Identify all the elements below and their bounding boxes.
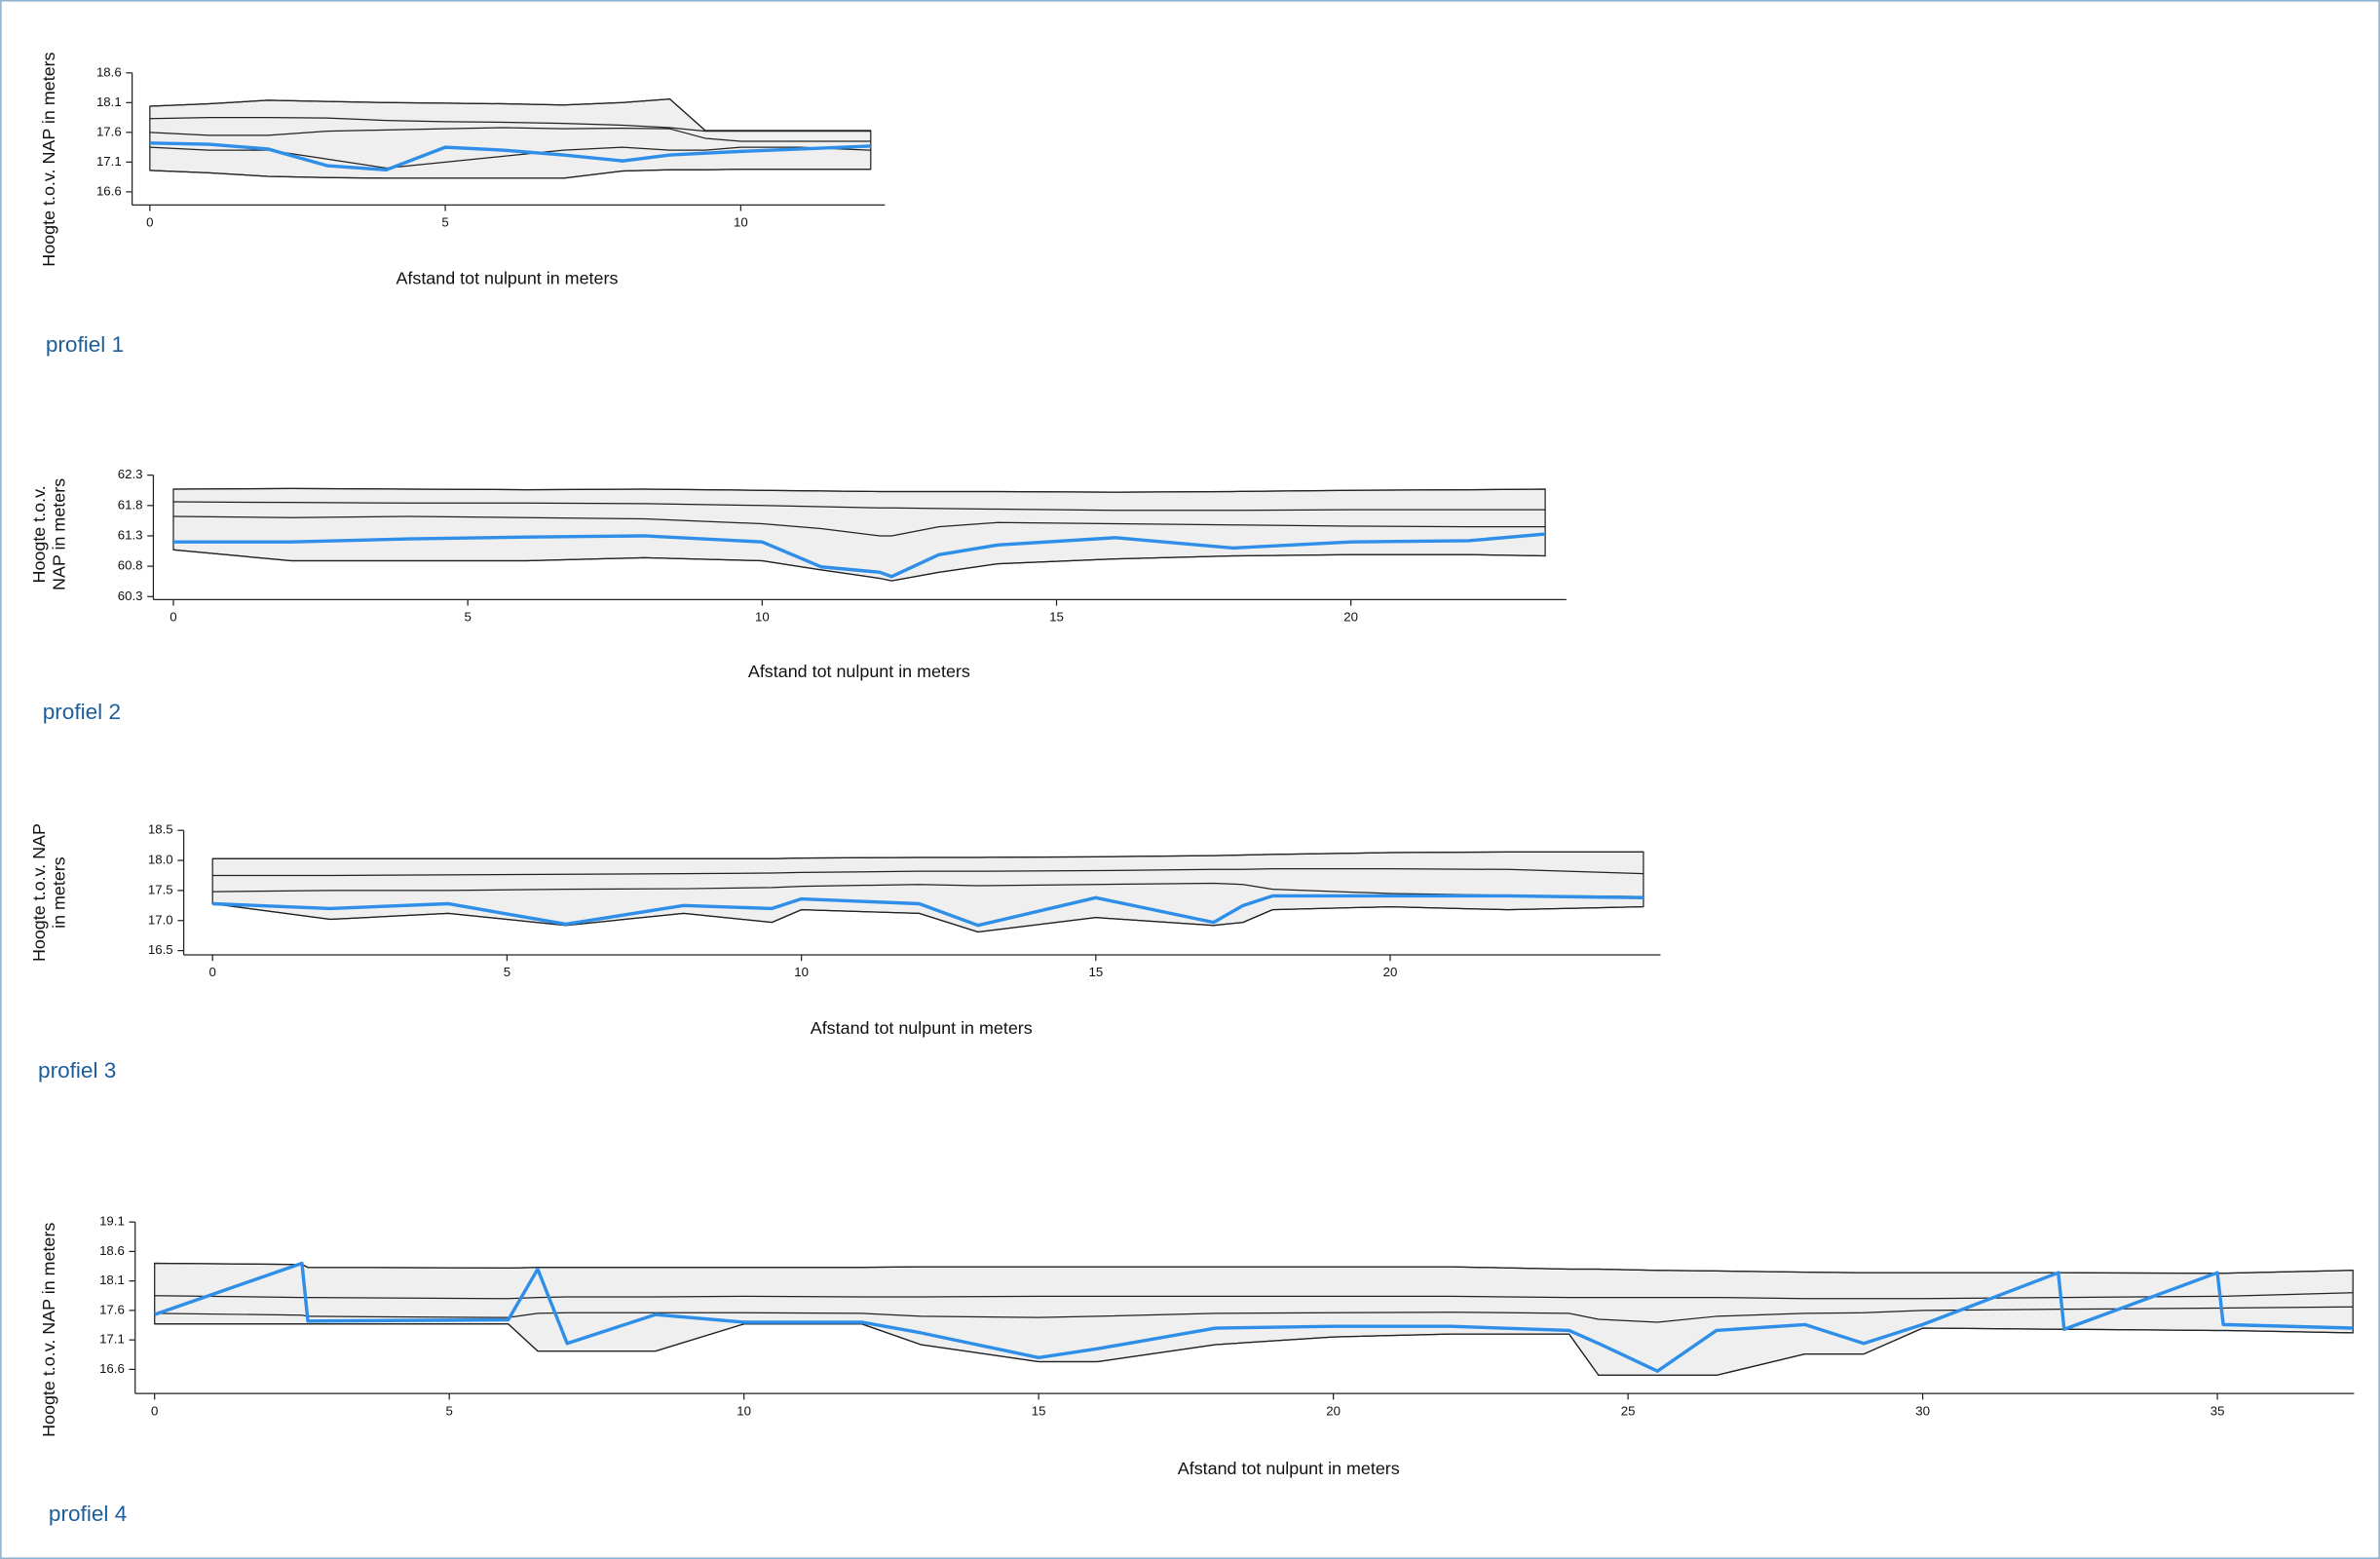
x-tick-label: 20: [1326, 1403, 1341, 1418]
y-axis-label: in meters: [49, 856, 68, 929]
x-tick-label: 10: [755, 610, 770, 625]
x-tick-label: 10: [737, 1403, 751, 1418]
x-tick-label: 5: [441, 215, 448, 230]
x-tick-label: 25: [1621, 1403, 1636, 1418]
y-tick-label: 19.1: [99, 1214, 125, 1229]
layer-line: [172, 549, 1546, 582]
x-tick-label: 20: [1343, 610, 1358, 625]
x-tick-label: 20: [1383, 965, 1398, 979]
layer-line: [172, 501, 1546, 512]
y-tick-label: 62.3: [118, 467, 143, 481]
x-tick-label: 5: [464, 610, 471, 625]
layer-line: [149, 98, 871, 132]
x-tick-label: 15: [1032, 1403, 1046, 1418]
profile-chart: 16.5 17.0 17.5 18.0 18.5 0 5 10 15 20 Hoogte t.o.v…: [29, 822, 1661, 1083]
x-tick-label: 30: [1915, 1403, 1930, 1418]
layer-line: [172, 515, 1546, 537]
water-line: [172, 532, 1546, 579]
y-tick-label: 18.6: [96, 64, 122, 79]
y-tick-label: 60.3: [118, 589, 143, 603]
x-tick-label: 0: [146, 215, 153, 230]
layer-line: [154, 1306, 2354, 1323]
layer-line: [154, 1262, 2354, 1274]
y-tick-label: 17.5: [148, 882, 173, 896]
y-tick-label: 18.5: [148, 822, 173, 837]
x-tick-label: 15: [1088, 965, 1103, 979]
profile-caption: profiel 1: [46, 332, 124, 357]
x-tick-label: 35: [2210, 1403, 2225, 1418]
y-tick-label: 16.5: [148, 942, 173, 957]
y-tick-label: 18.1: [96, 95, 122, 109]
y-tick-label: 17.1: [96, 154, 122, 169]
x-axis-label: Afstand tot nulpunt in meters: [1178, 1459, 1400, 1478]
y-tick-label: 16.6: [96, 183, 122, 198]
y-axis-label: Hoogte t.o.v. NAP: [29, 823, 49, 962]
x-tick-label: 0: [170, 610, 176, 625]
x-tick-label: 5: [445, 1403, 452, 1418]
layer-line: [212, 882, 1643, 897]
water-line: [154, 1261, 2354, 1373]
x-tick-label: 0: [209, 965, 216, 979]
x-axis-label: Afstand tot nulpunt in meters: [811, 1018, 1033, 1038]
y-tick-label: 61.8: [118, 497, 143, 512]
layer-line: [212, 868, 1643, 877]
layer-line: [149, 169, 871, 179]
y-tick-label: 17.1: [99, 1332, 125, 1347]
x-axis-label: Afstand tot nulpunt in meters: [748, 662, 970, 681]
y-tick-label: 60.8: [118, 558, 143, 573]
layer-line: [149, 127, 871, 142]
layer-line: [212, 902, 1643, 933]
y-tick-label: 18.1: [99, 1273, 125, 1287]
x-tick-label: 0: [151, 1403, 158, 1418]
layer-line: [149, 116, 871, 133]
profile-caption: profiel 4: [49, 1502, 127, 1526]
x-tick-label: 10: [794, 965, 809, 979]
y-tick-label: 61.3: [118, 527, 143, 542]
y-tick-label: 17.6: [96, 124, 122, 138]
layer-line: [172, 487, 1546, 493]
profile-caption: profiel 2: [43, 700, 121, 724]
layer-line: [154, 1323, 2354, 1377]
profile-chart: 16.6 17.1 17.6 18.1 18.6 0 5 10 Hoogte t.o.v. NA…: [39, 52, 886, 357]
water-line: [212, 894, 1643, 928]
y-tick-label: 17.6: [99, 1302, 125, 1316]
y-tick-label: 17.0: [148, 912, 173, 927]
water-line: [149, 141, 871, 172]
x-tick-label: 5: [504, 965, 510, 979]
layer-line: [212, 851, 1643, 859]
y-tick-label: 16.6: [99, 1361, 125, 1376]
y-axis-label: Hoogte t.o.v. NAP in meters: [39, 52, 58, 266]
x-tick-label: 10: [734, 215, 748, 230]
x-tick-label: 15: [1049, 610, 1064, 625]
profile-caption: profiel 3: [38, 1058, 116, 1083]
profile-chart: 16.6 17.1 17.6 18.1 18.6 19.1 0 5 10 15 20 25 30 35 Ho…: [39, 1214, 2355, 1526]
profile-chart: 60.3 60.8 61.3 61.8 62.3 0 5 10 15 20 Hoogte t.o.v…: [29, 467, 1567, 724]
y-axis-label: Hoogte t.o.v.: [29, 485, 49, 583]
x-axis-label: Afstand tot nulpunt in meters: [396, 268, 618, 287]
y-axis-label: NAP in meters: [49, 478, 68, 590]
y-tick-label: 18.0: [148, 853, 173, 867]
y-axis-label: Hoogte t.o.v. NAP in meters: [39, 1223, 58, 1437]
y-tick-label: 18.6: [99, 1243, 125, 1258]
